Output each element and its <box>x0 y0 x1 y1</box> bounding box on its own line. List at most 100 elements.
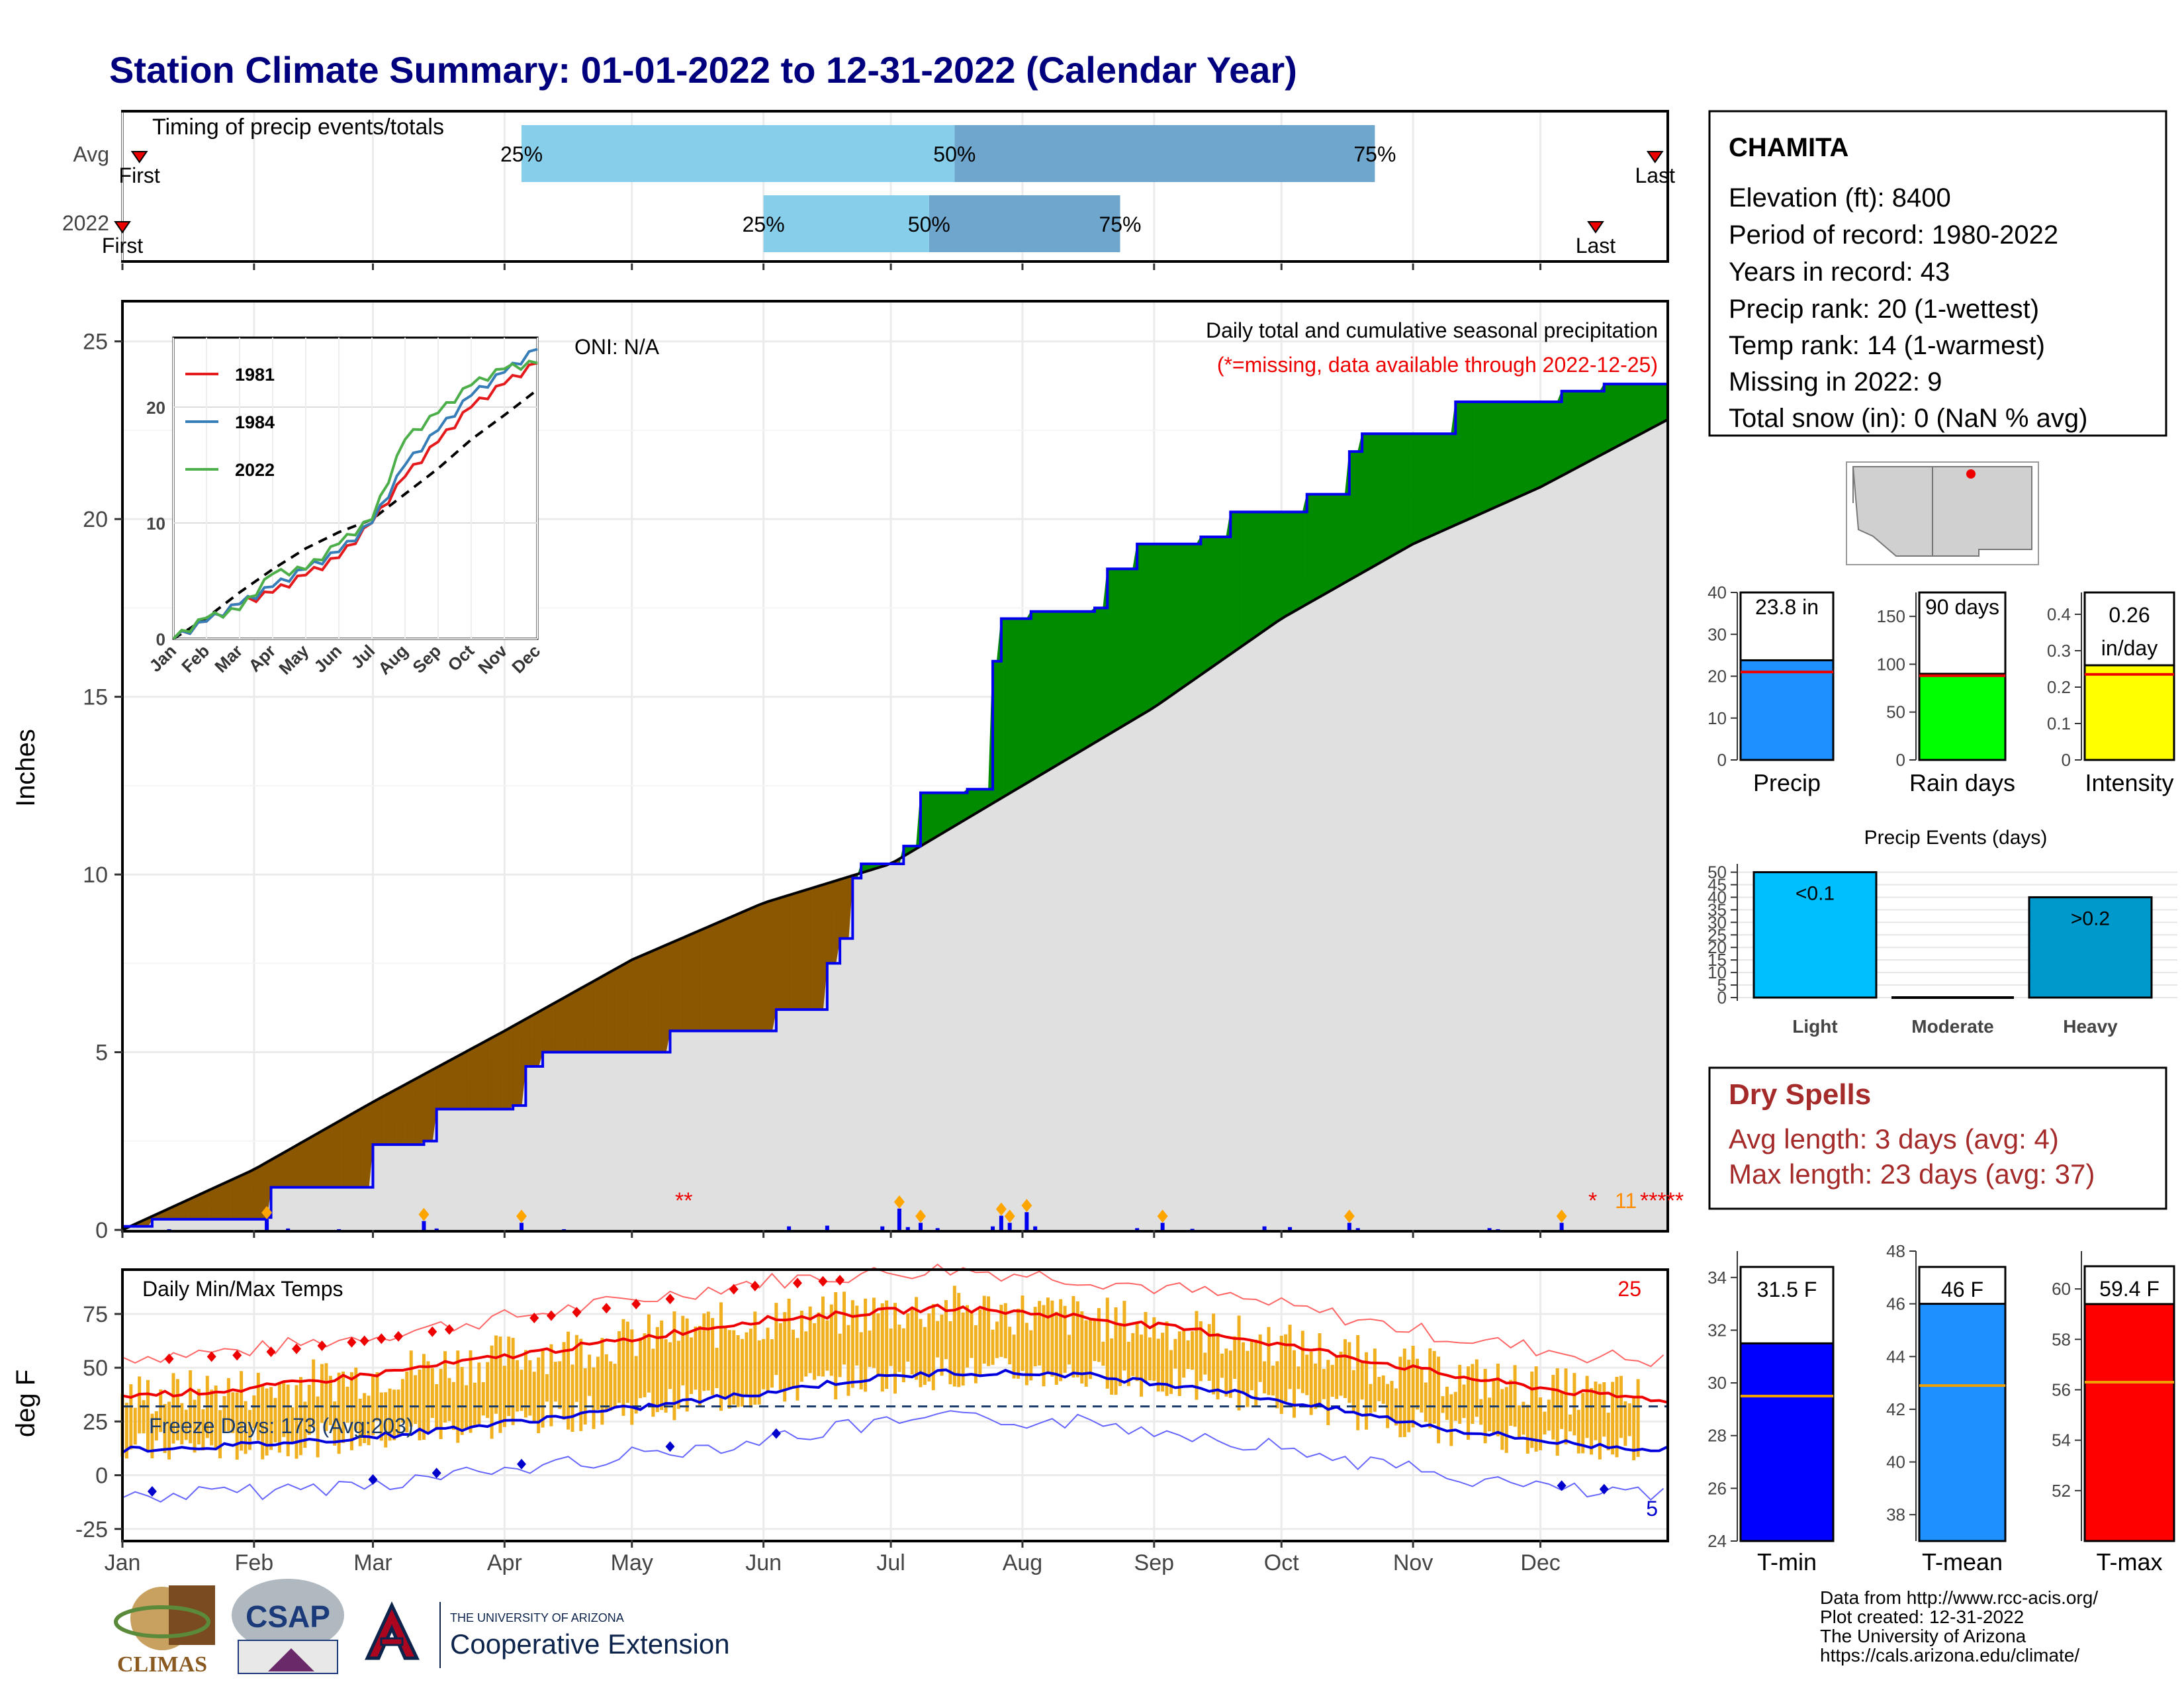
daily-temp-bar <box>749 1329 752 1408</box>
daily-temp-bar <box>855 1305 859 1366</box>
daily-temp-bar <box>621 1319 625 1416</box>
temp-bar-tick: 58 <box>2052 1329 2071 1349</box>
temp-bar-tick: 52 <box>2052 1481 2071 1501</box>
timing-q25-label: 25% <box>743 212 785 236</box>
precip-ylabel: Inches <box>11 729 40 807</box>
dry-spells-title: Dry Spells <box>1729 1078 1871 1111</box>
daily-temp-bar <box>337 1372 341 1454</box>
daily-temp-bar <box>486 1362 490 1419</box>
daily-precip-marker <box>1343 1209 1355 1223</box>
daily-temp-bar <box>1509 1380 1513 1426</box>
csap-logo: CSAP <box>232 1579 344 1674</box>
record-high-point <box>631 1299 641 1310</box>
daily-temp-bar <box>834 1292 838 1400</box>
record-high-point <box>835 1274 845 1286</box>
daily-temp-bar <box>443 1351 447 1423</box>
daily-temp-bar <box>1517 1405 1521 1439</box>
daily-temp-bar <box>889 1328 893 1366</box>
temp-ytick: 25 <box>83 1409 108 1434</box>
daily-temp-bar <box>1097 1308 1101 1362</box>
daily-temp-bar <box>1024 1323 1028 1385</box>
timing-first-marker <box>130 151 148 164</box>
daily-temp-bar <box>1453 1391 1457 1421</box>
events-category-moderate: Moderate <box>1911 1016 1993 1037</box>
daily-temp-bar <box>1462 1384 1466 1419</box>
daily-temp-bar <box>1369 1383 1373 1413</box>
daily-temp-bar <box>1555 1368 1559 1456</box>
record-high-point <box>266 1346 276 1358</box>
daily-temp-bar <box>320 1364 324 1423</box>
daily-temp-bar <box>982 1295 986 1364</box>
temp-bar-value-label: 31.5 F <box>1757 1278 1817 1301</box>
avg-min-line <box>121 1368 1668 1454</box>
daily-temp-bar <box>1105 1297 1109 1389</box>
events-tick: 0 <box>1717 988 1727 1008</box>
events-tick: 40 <box>1707 887 1727 907</box>
mini-bar-precip: 0 10 20 30 40 23.8 in Precip <box>1707 583 1835 796</box>
daily-temp-bar <box>1101 1341 1105 1366</box>
daily-temp-bar <box>1339 1351 1343 1396</box>
daily-temp-bar <box>1161 1333 1165 1392</box>
timing-panel: Timing of precip events/totals 25% 50% 75%… <box>62 110 1675 263</box>
timing-last-marker <box>1587 221 1604 234</box>
daily-temp-bar <box>672 1311 676 1421</box>
daily-temp-bar <box>1126 1341 1130 1386</box>
daily-temp-bar <box>1623 1401 1627 1446</box>
daily-temp-bar <box>1560 1391 1564 1429</box>
events-tick: 50 <box>1707 863 1727 882</box>
record-high-point <box>729 1284 739 1295</box>
daily-temp-bar <box>532 1372 536 1422</box>
daily-precip-bar <box>897 1208 901 1230</box>
precip-ytick: 5 <box>95 1041 108 1066</box>
daily-temp-bar <box>651 1348 655 1417</box>
record-low-point <box>368 1474 378 1485</box>
daily-temp-bar <box>1017 1308 1021 1379</box>
daily-temp-bar <box>868 1331 872 1367</box>
missing-marks: ** <box>675 1188 692 1213</box>
daily-temp-bar <box>1008 1327 1012 1365</box>
record-high-point <box>317 1340 327 1352</box>
daily-temp-bar <box>655 1327 659 1413</box>
temp-bar-value <box>1739 1342 1835 1542</box>
daily-precip-bar <box>787 1226 792 1230</box>
daily-temp-bar <box>676 1340 680 1409</box>
daily-temp-bar <box>1114 1307 1118 1395</box>
daily-temp-bar <box>324 1363 328 1431</box>
daily-temp-bar <box>197 1389 201 1445</box>
month-label-jun: Jun <box>745 1550 782 1575</box>
daily-temp-bar <box>218 1410 222 1459</box>
daily-temp-bar <box>1360 1360 1364 1400</box>
daily-temp-bar <box>248 1409 251 1450</box>
daily-temp-bar <box>159 1389 163 1432</box>
daily-precip-bar <box>1347 1223 1351 1230</box>
daily-temp-bar <box>1165 1321 1169 1396</box>
daily-temp-bar <box>799 1311 803 1382</box>
mini-bar-tick: 0.3 <box>2047 641 2071 661</box>
daily-temp-bar <box>592 1367 596 1429</box>
month-label-apr: Apr <box>487 1550 522 1575</box>
credit-url: https://cals.arizona.edu/climate/ <box>1820 1645 2079 1665</box>
daily-temp-bar <box>850 1300 854 1388</box>
daily-temp-bar <box>456 1350 460 1443</box>
daily-temp-bar <box>1576 1409 1580 1454</box>
record-high-point <box>428 1326 437 1337</box>
daily-temp-bar <box>1471 1364 1475 1424</box>
mini-bar-value <box>1739 659 1835 761</box>
temp-bar-label: T-min <box>1757 1548 1817 1575</box>
daily-precip-bar <box>434 1228 439 1230</box>
daily-temp-bar <box>1148 1337 1152 1381</box>
daily-temp-bar <box>1246 1350 1250 1407</box>
mini-bar-label: Precip <box>1753 769 1821 796</box>
mini-bar-tick: 0 <box>1717 750 1727 770</box>
temp-bar-t-max: 52 54 56 58 60 59.4 F T-max <box>2052 1251 2175 1575</box>
daily-temp-bar <box>1627 1403 1631 1436</box>
daily-temp-bar <box>214 1385 218 1450</box>
mini-bar-rain-days: 0 50 100 150 90 days Rain days <box>1877 591 2015 796</box>
temp-bar-tick: 56 <box>2052 1380 2071 1399</box>
daily-temp-bar <box>138 1376 142 1434</box>
daily-temp-bar <box>537 1357 541 1434</box>
daily-temp-bar <box>1195 1311 1199 1400</box>
daily-temp-bar <box>957 1293 961 1387</box>
mini-bar-tick: 0.1 <box>2047 714 2071 733</box>
daily-precip-bar <box>1288 1227 1293 1230</box>
